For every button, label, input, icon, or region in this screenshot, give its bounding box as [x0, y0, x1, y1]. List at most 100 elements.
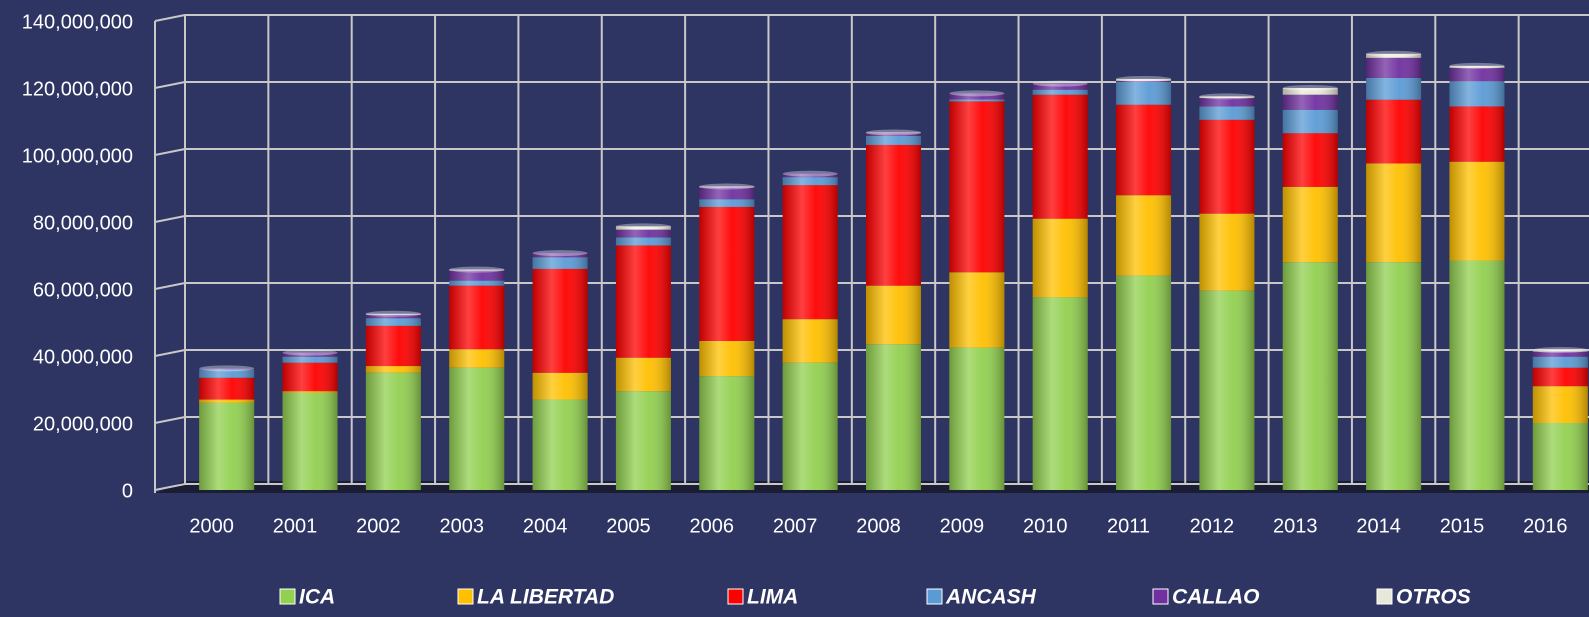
- bar-cap: [1532, 346, 1588, 353]
- grid-side: [154, 416, 186, 424]
- x-tick-label: 2008: [856, 515, 901, 537]
- bar-segment: [365, 318, 421, 326]
- y-tick-label: 40,000,000: [33, 346, 133, 368]
- bar-segment: [615, 391, 671, 490]
- bar-cap: [199, 365, 255, 372]
- bar-segment: [1449, 260, 1505, 490]
- grid-side: [154, 81, 186, 89]
- bar-segment: [1366, 57, 1422, 78]
- x-tick-label: 2013: [1273, 515, 1318, 537]
- bar-cap: [449, 266, 505, 273]
- bar-cap: [1116, 75, 1172, 82]
- grid-side: [154, 215, 186, 223]
- bar-segment: [282, 392, 338, 490]
- legend-label: CALLAO: [1172, 586, 1260, 609]
- x-tick-label: 2012: [1190, 515, 1235, 537]
- y-tick-label: 120,000,000: [22, 78, 133, 100]
- grid-side: [154, 148, 186, 156]
- grid-side: [154, 349, 186, 357]
- bar-cap: [949, 90, 1005, 97]
- legend-swatch: [1376, 588, 1393, 605]
- grid-side: [154, 14, 186, 22]
- bar-segment: [282, 362, 338, 392]
- y-tick-label: 100,000,000: [22, 145, 133, 167]
- bar-segment: [1199, 290, 1255, 490]
- y-tick-label: 20,000,000: [33, 413, 133, 435]
- bar-segment: [282, 391, 338, 393]
- y-tick-label: 0: [122, 480, 133, 502]
- bar-segment: [1032, 94, 1088, 219]
- bar-segment: [699, 199, 755, 207]
- bar-cap: [615, 223, 671, 230]
- bar-segment: [1532, 356, 1588, 368]
- x-tick-label: 2006: [690, 515, 735, 537]
- bar-segment: [449, 280, 505, 286]
- bar-segment: [1032, 89, 1088, 95]
- bar-segment: [1199, 119, 1255, 214]
- bar-segment: [532, 257, 588, 269]
- legend-label: LA LIBERTAD: [477, 586, 614, 609]
- x-tick-label: 2007: [773, 515, 818, 537]
- bar-segment: [866, 344, 921, 490]
- bar-segment: [365, 366, 421, 373]
- bar-cap: [699, 183, 755, 190]
- bar-cap: [1199, 93, 1255, 100]
- legend-swatch: [279, 588, 296, 605]
- x-tick-label: 2016: [1523, 515, 1568, 537]
- bar-cap: [1032, 80, 1088, 87]
- bar-cap: [1449, 62, 1505, 69]
- bar-segment: [1449, 106, 1505, 162]
- bar-segment: [282, 356, 338, 363]
- bar-segment: [199, 402, 255, 490]
- bar-segment: [1449, 67, 1505, 82]
- bar-segment: [949, 347, 1005, 490]
- bar-segment: [949, 99, 1005, 102]
- bar-segment: [365, 372, 421, 490]
- bar-segment: [1532, 367, 1588, 387]
- x-tick-label: 2014: [1356, 515, 1401, 537]
- y-tick-label: 80,000,000: [33, 212, 133, 234]
- bar-segment: [1366, 163, 1422, 263]
- x-tick-label: 2005: [606, 515, 651, 537]
- bar-segment: [1282, 262, 1338, 490]
- legend-swatch: [727, 588, 744, 605]
- bar-segment: [782, 177, 838, 186]
- bar-segment: [449, 285, 505, 350]
- bar-segment: [1366, 77, 1422, 100]
- x-tick-label: 2011: [1107, 515, 1150, 537]
- bar-segment: [866, 135, 921, 145]
- bar-cap: [365, 310, 421, 317]
- bar-segment: [1116, 275, 1172, 490]
- bar-segment: [1032, 297, 1088, 490]
- x-tick-label: 2000: [189, 515, 234, 537]
- bar-segment: [782, 185, 838, 320]
- legend-label: OTROS: [1396, 586, 1471, 609]
- x-tick-label: 2015: [1440, 515, 1485, 537]
- x-tick-label: 2004: [523, 515, 568, 537]
- grid-side: [154, 483, 186, 491]
- x-tick-label: 2010: [1023, 515, 1068, 537]
- bar-segment: [449, 367, 505, 490]
- bar-segment: [1116, 104, 1172, 196]
- bar-segment: [365, 325, 421, 367]
- bar-segment: [532, 399, 588, 490]
- bar-segment: [1532, 386, 1588, 423]
- bar-segment: [1366, 262, 1422, 490]
- y-tick-label: 140,000,000: [22, 11, 133, 33]
- x-tick-label: 2003: [439, 515, 484, 537]
- bar-segment: [532, 372, 588, 400]
- x-tick-label: 2009: [940, 515, 985, 537]
- legend-label: LIMA: [747, 586, 798, 609]
- bar-cap: [1282, 85, 1338, 91]
- bar-segment: [532, 268, 588, 373]
- bar-cap: [866, 129, 921, 136]
- legend-label: ANCASH: [945, 586, 1037, 609]
- grid-side: [154, 282, 186, 290]
- bar-segment: [699, 376, 755, 490]
- bar-segment: [449, 349, 505, 368]
- bar-segment: [949, 272, 1005, 348]
- bar-segment: [866, 285, 921, 345]
- y-tick-label: 60,000,000: [33, 279, 133, 301]
